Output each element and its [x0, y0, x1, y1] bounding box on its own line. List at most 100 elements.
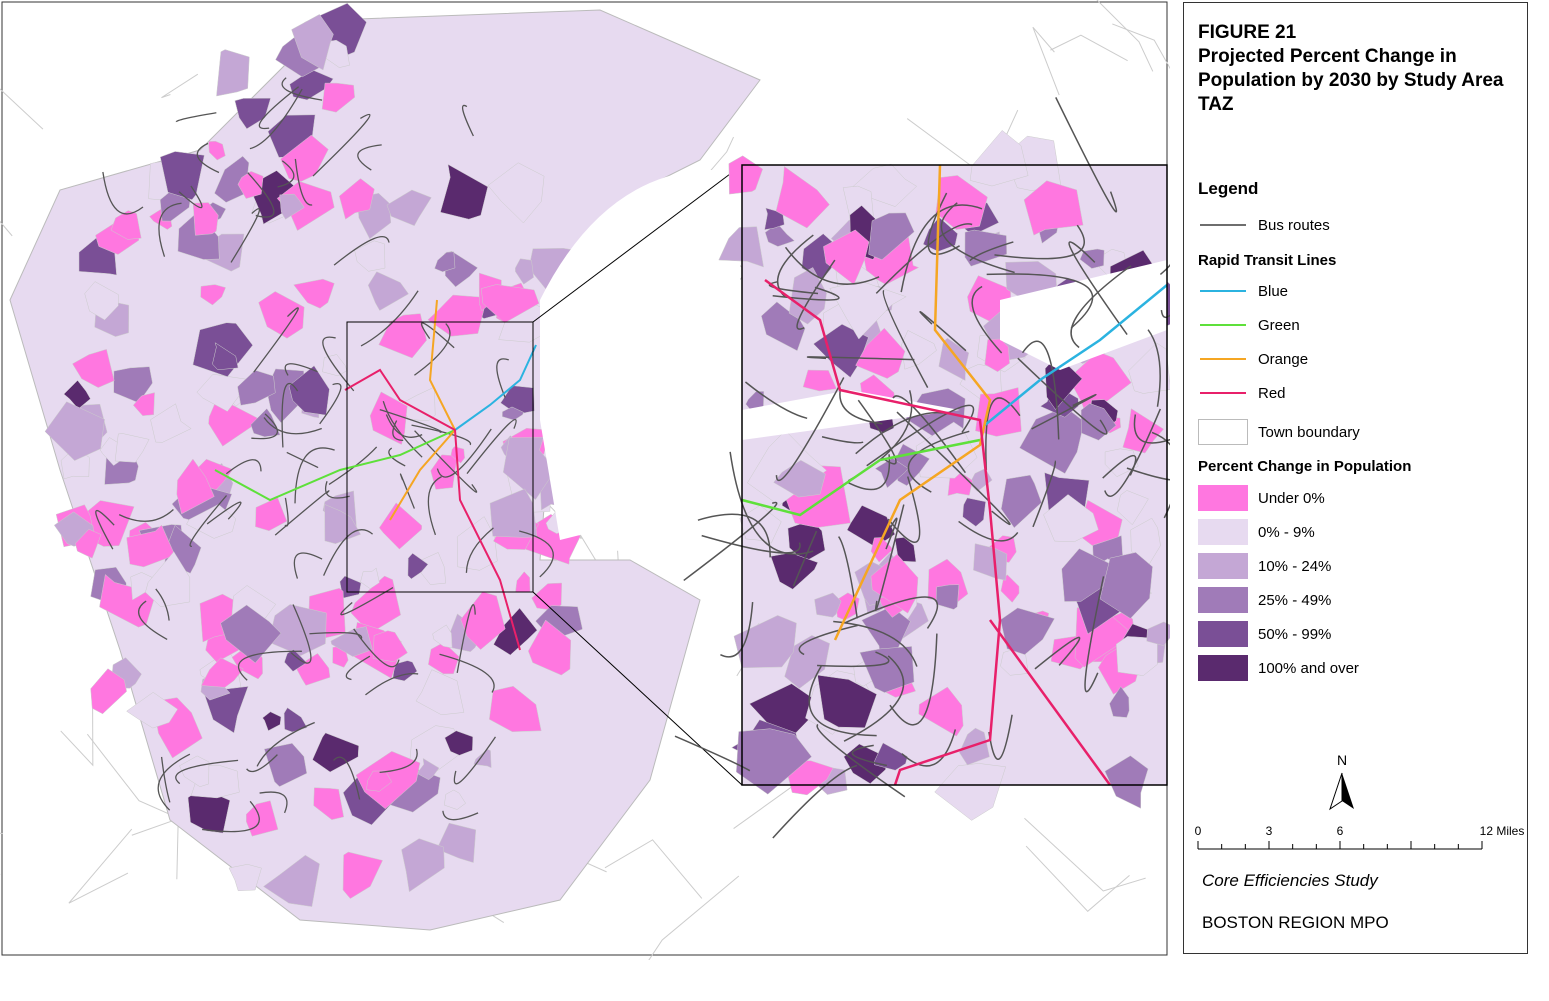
- taz: [775, 166, 830, 229]
- bus-route: [230, 208, 260, 263]
- legend-item: Orange: [1198, 346, 1308, 372]
- bus-route: [323, 529, 373, 576]
- taz: [212, 342, 239, 371]
- bus-route: [958, 520, 1019, 542]
- bus-route: [674, 735, 751, 772]
- bus-route: [263, 417, 322, 435]
- bus-route: [382, 401, 423, 458]
- taz: [473, 748, 492, 769]
- bus-route: [436, 428, 492, 478]
- legend-panel: FIGURE 21 Projected Percent Change in Pop…: [1183, 2, 1528, 954]
- taz: [386, 189, 432, 227]
- bus-route: [1151, 431, 1170, 519]
- bus-route: [683, 501, 778, 582]
- bus-route: [461, 104, 474, 137]
- bus-route: [284, 363, 318, 376]
- red-line: [764, 278, 1112, 786]
- legend-label: 50% - 99%: [1258, 625, 1332, 643]
- taz: [407, 552, 429, 580]
- taz: [855, 327, 906, 379]
- bus-route: [202, 800, 260, 833]
- taz: [874, 742, 908, 771]
- bus-route: [901, 729, 957, 767]
- taz: [859, 646, 915, 693]
- bus-route: [411, 424, 472, 446]
- taz: [428, 641, 460, 675]
- bus-route: [833, 620, 918, 667]
- scale-label: 0: [1195, 824, 1202, 838]
- bus-route: [259, 791, 288, 814]
- inset-map: [674, 97, 1170, 839]
- bus-route: [357, 144, 382, 171]
- taz: [870, 553, 919, 614]
- bus-route: [157, 753, 191, 811]
- taz: [915, 421, 978, 479]
- bus-route: [247, 172, 275, 218]
- town-boundary: [0, 88, 44, 130]
- taz: [150, 403, 192, 443]
- bus-route: [986, 273, 1094, 329]
- taz: [515, 258, 534, 285]
- bus-route: [365, 672, 419, 696]
- bus-route: [414, 430, 478, 493]
- bus-route: [971, 285, 1003, 354]
- line-symbol: [1200, 224, 1246, 226]
- bus-route: [817, 651, 890, 668]
- bus-route: [1070, 265, 1132, 349]
- bus-route: [312, 113, 371, 177]
- legend-subheading: Rapid Transit Lines: [1198, 252, 1337, 269]
- bus-route: [281, 77, 323, 101]
- taz: [1044, 354, 1083, 410]
- taz: [291, 14, 334, 71]
- bus-route: [772, 286, 840, 301]
- legend-symbol: [1198, 419, 1248, 445]
- organization: BOSTON REGION MPO: [1202, 913, 1389, 932]
- taz: [415, 669, 465, 716]
- legend-label: Red: [1258, 384, 1286, 402]
- scale-bar: 0 3 6 12 Miles: [1195, 824, 1525, 850]
- taz: [339, 178, 375, 220]
- bus-route: [137, 600, 168, 640]
- taz: [293, 278, 335, 309]
- green-line: [741, 438, 981, 517]
- bus-route: [985, 397, 1021, 471]
- inset-water: [742, 260, 1167, 440]
- taz: [934, 763, 1007, 821]
- bus-route: [277, 160, 295, 188]
- taz: [313, 787, 344, 820]
- bus-route: [319, 383, 342, 425]
- taz: [1099, 552, 1153, 619]
- bus-route: [896, 411, 1011, 526]
- bus-route: [322, 336, 355, 392]
- bus-route: [345, 655, 371, 681]
- bus-route: [249, 88, 303, 150]
- taz: [177, 211, 220, 260]
- taz: [250, 408, 281, 438]
- north-label: N: [1337, 752, 1347, 768]
- bus-route: [256, 721, 315, 767]
- taz: [416, 757, 440, 780]
- bus-route: [427, 476, 442, 536]
- scale-label: 12 Miles: [1480, 824, 1525, 838]
- taz: [200, 284, 226, 306]
- bus-route: [1147, 329, 1161, 407]
- bus-route: [286, 451, 319, 468]
- taz: [200, 657, 244, 688]
- bus-route: [969, 241, 1014, 262]
- bus-route: [882, 289, 929, 388]
- taz: [959, 727, 990, 766]
- bus-route: [379, 408, 442, 433]
- bus-route: [118, 509, 174, 522]
- bus-route: [189, 495, 228, 547]
- taz: [268, 604, 327, 656]
- taz: [234, 97, 271, 130]
- taz: [487, 162, 545, 224]
- legend-swatch: [1198, 553, 1248, 579]
- taz: [179, 755, 210, 787]
- town-boundary: [1024, 817, 1146, 892]
- taz: [90, 668, 127, 715]
- line-symbol: [1200, 324, 1246, 326]
- bus-route: [940, 202, 1015, 274]
- legend-label: 0% - 9%: [1258, 523, 1315, 541]
- taz: [829, 280, 907, 340]
